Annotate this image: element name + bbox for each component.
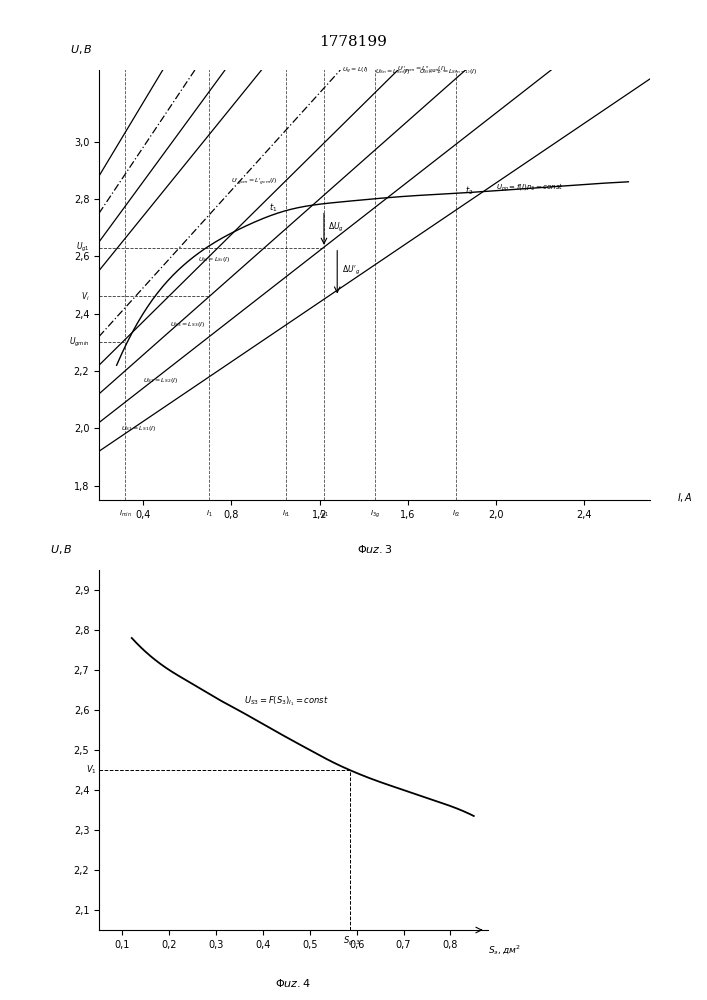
Text: $I, A$: $I, A$: [677, 491, 693, 504]
Text: $U_{S2}=L_{S2}(I)$: $U_{S2}=L_{S2}(I)$: [143, 376, 178, 385]
Text: $t_1$: $t_1$: [269, 201, 278, 214]
Text: $I_{t1}$: $I_{t1}$: [282, 509, 291, 519]
Text: $U_{Sn}=L_{Sn}(I)$: $U_{Sn}=L_{Sn}(I)$: [375, 67, 410, 76]
Text: $\Phi u \mathit{z}.4$: $\Phi u \mathit{z}.4$: [276, 977, 311, 989]
Text: $I_{min}$: $I_{min}$: [119, 509, 132, 519]
Text: $V_i$: $V_i$: [81, 290, 90, 303]
Text: $I_{3g}$: $I_{3g}$: [370, 509, 380, 520]
Text: $U, B$: $U, B$: [70, 43, 93, 56]
Text: $U_{S3}=L_{S3}(I)$: $U_{S3}=L_{S3}(I)$: [170, 320, 205, 329]
Text: $U''_{gcm}=L''_{gcm}(I)$: $U''_{gcm}=L''_{gcm}(I)$: [397, 65, 446, 76]
Text: $U_{S3}=F(S_3)_{I_1}=const$: $U_{S3}=F(S_3)_{I_1}=const$: [244, 694, 329, 708]
Text: $U, B$: $U, B$: [50, 543, 73, 556]
Text: $U_{pp}=f(I)p_3=const$: $U_{pp}=f(I)p_3=const$: [496, 181, 563, 194]
Text: $S_{g.3}$: $S_{g.3}$: [344, 935, 361, 948]
Text: $I_1$: $I_1$: [206, 509, 213, 519]
Text: $U_{g1}$: $U_{g1}$: [76, 241, 90, 254]
Text: $\Phi u \mathit{z}.3$: $\Phi u \mathit{z}.3$: [357, 543, 392, 555]
Text: 1778199: 1778199: [320, 35, 387, 49]
Text: $U_{S(n-1)}=L_{S(n-1)}(I)$: $U_{S(n-1)}=L_{S(n-1)}(I)$: [419, 67, 477, 76]
Text: $\Delta U'_g$: $\Delta U'_g$: [341, 264, 360, 277]
Text: $U_{S1}=L_{S1}(I)$: $U_{S1}=L_{S1}(I)$: [121, 424, 156, 433]
Text: $I_{g1}$: $I_{g1}$: [319, 509, 329, 520]
Text: $\Delta U_g$: $\Delta U_g$: [328, 221, 344, 234]
Text: $S_\mathit{э}, \mathit{д}м^2$: $S_\mathit{э}, \mathit{д}м^2$: [488, 943, 520, 957]
Text: $U_{gmin}$: $U_{gmin}$: [69, 336, 90, 349]
Text: $V_1$: $V_1$: [86, 764, 97, 776]
Text: $t_2$: $t_2$: [465, 184, 474, 197]
Text: $U_g=L(I)$: $U_g=L(I)$: [341, 66, 368, 76]
Text: $U_{Si}=L_{Si}(I)$: $U_{Si}=L_{Si}(I)$: [198, 255, 230, 264]
Text: $U'_{gcm}=L'_{gcm}(I)$: $U'_{gcm}=L'_{gcm}(I)$: [231, 176, 278, 188]
Text: $I_{t2}$: $I_{t2}$: [452, 509, 461, 519]
